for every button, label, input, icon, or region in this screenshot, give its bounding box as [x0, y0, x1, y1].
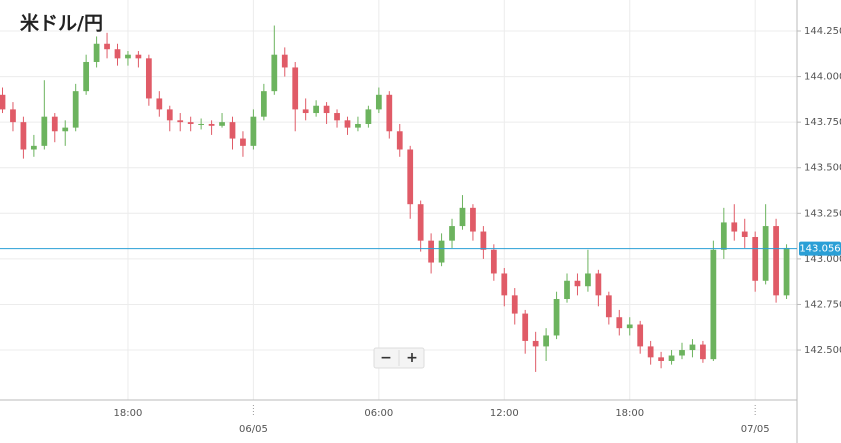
candle-body — [647, 346, 654, 358]
candle-body — [626, 324, 633, 329]
candle-body — [511, 295, 518, 314]
candle-body — [637, 324, 644, 347]
last-price-label: 143.056 — [799, 244, 840, 255]
y-tick-label: 142.500 — [804, 345, 841, 356]
x-tick-label: 18:00 — [615, 408, 644, 419]
candle-body — [470, 207, 476, 232]
candle-body — [605, 295, 612, 318]
candle-body — [166, 109, 173, 121]
candle-body — [51, 116, 58, 132]
candle-body — [386, 94, 393, 132]
candle-body — [522, 313, 529, 341]
candle-body — [741, 231, 748, 238]
candle-body — [323, 105, 330, 114]
candle-body — [0, 94, 6, 110]
candle-body — [595, 273, 602, 296]
zoom-out[interactable]: − — [380, 350, 392, 366]
candle-body — [72, 91, 79, 128]
candle-body — [731, 222, 738, 232]
candle-body — [41, 116, 48, 146]
candle-body — [689, 344, 696, 351]
candle-body — [585, 273, 591, 287]
candle-body — [334, 113, 340, 121]
y-tick-label: 143.500 — [804, 163, 841, 174]
candle-body — [574, 280, 581, 287]
candle-body — [219, 122, 225, 126]
candle-body — [543, 335, 549, 347]
y-tick-label: 143.250 — [804, 208, 841, 219]
candle-body — [616, 317, 623, 329]
candle-body — [292, 67, 299, 110]
candle-body — [135, 54, 142, 59]
candle-body — [208, 123, 215, 126]
candle-body — [501, 273, 508, 296]
candle-body — [344, 120, 351, 128]
y-tick-label: 142.750 — [804, 299, 841, 310]
x-tick-label: 18:00 — [114, 408, 143, 419]
candle-body — [773, 226, 779, 296]
candle-body — [710, 249, 717, 360]
candle-body — [679, 350, 685, 356]
zoom-controls: − + — [373, 347, 425, 369]
candle-body — [762, 226, 769, 281]
x-tick-label: 06:00 — [364, 408, 393, 419]
candle-body — [720, 222, 727, 250]
candle-body — [365, 109, 372, 124]
candle-body — [375, 94, 382, 110]
candle-body — [783, 247, 790, 296]
candle-body — [490, 249, 497, 274]
candle-body — [438, 240, 445, 263]
candle-body — [250, 116, 257, 146]
y-tick-label: 144.250 — [804, 26, 841, 37]
candle-body — [271, 54, 278, 92]
candle-body — [177, 120, 184, 123]
date-label: 06/05 — [239, 424, 268, 435]
candle-body — [355, 123, 361, 128]
candle-body — [187, 122, 194, 124]
candle-body — [313, 105, 319, 114]
candle-body — [564, 280, 570, 299]
candle-body — [459, 207, 466, 227]
candle-body — [553, 298, 560, 336]
candle-body — [30, 145, 37, 150]
candle-body — [229, 122, 236, 139]
candle-body — [145, 58, 152, 99]
x-tick-label: 12:00 — [490, 408, 519, 419]
candle-body — [752, 237, 759, 281]
candle-body — [407, 149, 414, 205]
candle-body — [281, 54, 288, 68]
candle-body — [449, 226, 455, 241]
candle-body — [10, 109, 16, 123]
y-tick-label: 144.000 — [804, 72, 841, 83]
candle-body — [480, 231, 487, 250]
last-price-tag — [799, 241, 841, 256]
candle-body — [93, 43, 100, 62]
date-label: 07/05 — [741, 424, 770, 435]
candle-body — [240, 138, 246, 146]
candle-body — [658, 357, 664, 361]
candle-body — [156, 98, 163, 110]
candle-body — [62, 127, 69, 132]
y-tick-label: 143.000 — [804, 254, 841, 265]
candle-body — [198, 123, 205, 125]
candle-body — [396, 131, 403, 150]
y-tick-label: 143.750 — [804, 117, 841, 128]
candle-body — [700, 344, 706, 360]
candle-body — [417, 204, 424, 241]
candle-body — [104, 43, 110, 50]
candle-body — [532, 340, 539, 347]
candle-body — [125, 54, 131, 59]
candle-body — [83, 61, 90, 92]
candle-body — [302, 109, 309, 114]
candle-body — [114, 49, 121, 59]
zoom-in[interactable]: + — [406, 350, 418, 366]
candle-body — [428, 240, 434, 263]
candle-body — [20, 122, 27, 150]
candle-body — [668, 355, 675, 361]
chart-title: 米ドル/円 — [20, 12, 103, 35]
candle-body — [260, 91, 267, 117]
